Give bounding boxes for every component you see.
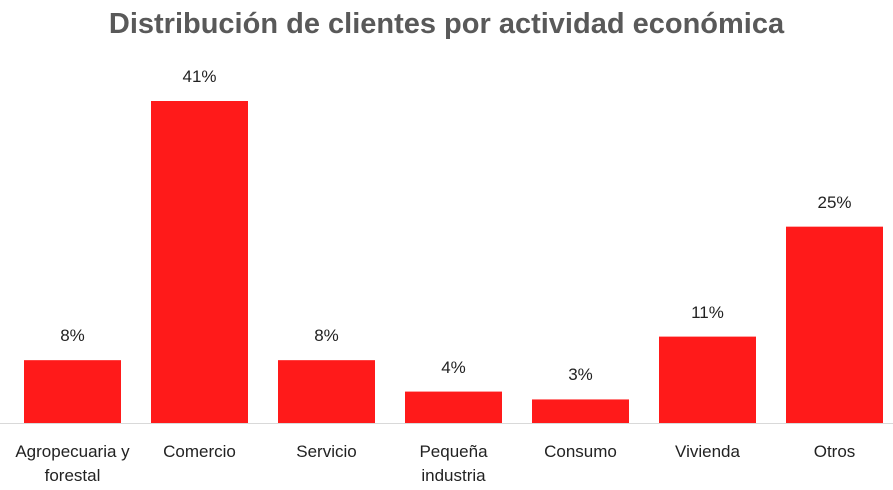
- chart-title: Distribución de clientes por actividad e…: [108, 8, 785, 40]
- bar: [24, 360, 121, 423]
- x-tick-label: Agropecuaria y forestal: [15, 442, 130, 485]
- value-label: 3%: [568, 365, 593, 385]
- x-tick-label: Vivienda: [675, 442, 740, 461]
- x-tick-label: Otros: [813, 442, 856, 461]
- bar: [659, 336, 756, 423]
- x-tick-label: Comercio: [163, 442, 236, 461]
- bar: [278, 360, 375, 423]
- bar: [151, 101, 248, 423]
- bar: [405, 391, 502, 423]
- value-label: 41%: [182, 67, 217, 86]
- value-label: 4%: [441, 357, 466, 377]
- x-tick-label: Consumo: [544, 442, 617, 461]
- value-label: 25%: [817, 192, 852, 212]
- value-label: 11%: [691, 302, 724, 322]
- x-tick-label: Servicio: [296, 442, 357, 461]
- bar: [786, 226, 883, 423]
- value-label: 8%: [60, 326, 85, 346]
- value-label: 8%: [314, 326, 339, 346]
- bar: [532, 399, 629, 423]
- x-tick-label: Pequeña industria: [419, 442, 488, 485]
